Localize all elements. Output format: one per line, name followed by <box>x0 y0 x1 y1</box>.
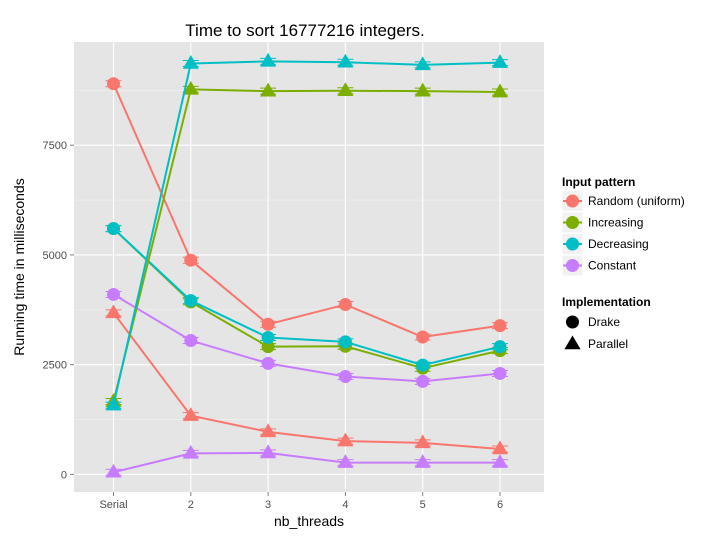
legend-key-dot <box>566 216 579 229</box>
data-point-triangle <box>105 396 122 411</box>
legend-label: Random (uniform) <box>588 194 685 208</box>
data-point-circle <box>107 77 120 91</box>
x-axis: Serial 2 3 4 5 6 <box>99 492 503 511</box>
legend-title-input-pattern: Input pattern <box>562 175 635 189</box>
y-axis: 0 2500 5000 7500 <box>43 140 74 481</box>
y-tick-label: 7500 <box>43 140 67 152</box>
legend-label: Increasing <box>588 216 643 230</box>
legend-item: Random (uniform) <box>561 190 685 212</box>
data-point-circle <box>184 294 198 308</box>
data-point-circle <box>261 330 275 344</box>
data-point-triangle <box>414 82 431 97</box>
y-tick-label: 5000 <box>43 250 67 262</box>
legend: Input pattern Random (uniform) Increasing D… <box>561 175 685 351</box>
x-tick-label: 4 <box>342 499 348 511</box>
data-point-triangle <box>182 80 199 95</box>
data-point-triangle <box>491 83 509 98</box>
data-point-triangle <box>260 52 277 67</box>
legend-item: Parallel <box>564 335 628 351</box>
data-point-circle <box>107 287 120 301</box>
data-point-circle <box>416 374 430 388</box>
legend-label: Drake <box>588 315 620 329</box>
data-point-triangle <box>414 56 431 71</box>
data-point-triangle <box>337 53 354 68</box>
legend-title-implementation: Implementation <box>562 295 651 309</box>
series-line <box>112 60 501 406</box>
series-decreasing-parallel <box>105 52 509 411</box>
data-point-triangle <box>491 454 509 468</box>
series-line <box>112 88 501 402</box>
data-point-circle <box>261 356 275 370</box>
data-point-circle <box>184 253 198 267</box>
data-point-triangle <box>491 440 509 455</box>
data-point-triangle <box>182 444 199 459</box>
data-point-circle <box>338 335 352 349</box>
series-line <box>112 293 501 383</box>
data-point-circle <box>338 370 352 384</box>
series-line <box>112 83 501 339</box>
series-layer <box>105 52 509 478</box>
data-point-circle <box>261 340 275 354</box>
legend-key-dot <box>566 259 579 272</box>
data-point-triangle <box>260 423 277 438</box>
chart-title: Time to sort 16777216 integers. <box>185 21 424 40</box>
data-point-triangle <box>337 454 354 468</box>
data-point-triangle <box>414 454 431 468</box>
data-point-triangle <box>182 55 199 69</box>
legend-item: Decreasing <box>561 233 649 255</box>
x-tick-label: 5 <box>420 499 426 511</box>
legend-key-dot <box>566 237 579 251</box>
x-tick-label: 6 <box>497 499 503 511</box>
data-point-circle <box>107 222 120 236</box>
series-decreasing-drake <box>105 222 508 372</box>
data-point-circle <box>416 358 430 372</box>
legend-label: Decreasing <box>588 237 649 251</box>
data-point-triangle <box>260 444 277 459</box>
y-axis-title: Running time in milliseconds <box>11 178 27 355</box>
data-point-circle <box>261 317 275 331</box>
series-random-uniform-drake <box>105 77 508 344</box>
series-line <box>112 312 501 450</box>
data-point-circle <box>338 298 352 312</box>
series-constant-parallel <box>105 444 509 478</box>
legend-item: Increasing <box>561 211 643 234</box>
data-point-circle <box>184 334 198 348</box>
series-line <box>112 227 501 367</box>
data-point-triangle <box>260 82 277 97</box>
x-axis-title: nb_threads <box>274 513 344 529</box>
legend-label: Parallel <box>588 337 628 351</box>
legend-label: Constant <box>588 259 637 273</box>
series-random-uniform-parallel <box>105 304 509 455</box>
data-point-circle <box>493 340 507 354</box>
data-point-circle <box>416 330 430 344</box>
data-point-triangle <box>182 407 199 421</box>
y-tick-label: 0 <box>61 469 67 481</box>
x-tick-label: 3 <box>265 499 271 511</box>
data-point-triangle <box>337 82 354 97</box>
legend-item: Constant <box>561 254 637 277</box>
y-tick-label: 2500 <box>43 360 67 372</box>
data-point-triangle <box>414 434 431 449</box>
data-point-triangle <box>491 54 509 68</box>
series-increasing-parallel <box>105 80 509 407</box>
series-constant-drake <box>105 287 508 388</box>
x-tick-label: Serial <box>99 499 127 511</box>
data-point-circle <box>493 366 507 380</box>
legend-key-triangle <box>564 335 581 350</box>
plot-panel <box>74 42 544 492</box>
legend-key-circle <box>566 315 579 329</box>
series-line <box>113 451 500 474</box>
data-point-triangle <box>337 432 354 447</box>
data-point-circle <box>493 319 507 333</box>
legend-key-dot <box>566 194 579 208</box>
x-tick-label: 2 <box>188 499 194 511</box>
data-point-triangle <box>105 304 122 319</box>
legend-item: Drake <box>566 315 620 329</box>
data-point-triangle <box>105 463 122 478</box>
